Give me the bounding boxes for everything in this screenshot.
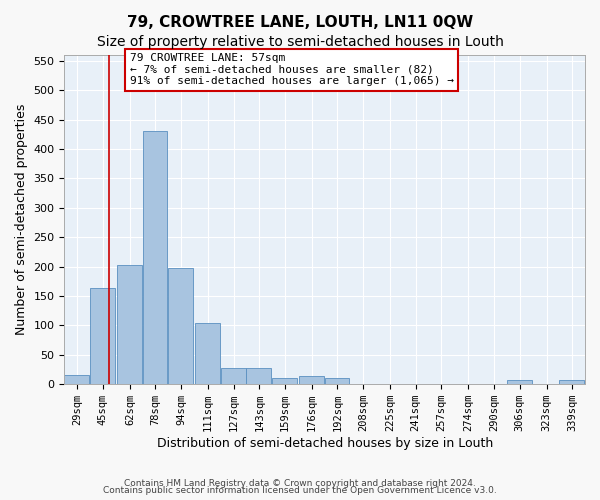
- Bar: [272, 378, 297, 384]
- Bar: [507, 380, 532, 384]
- Bar: [168, 268, 193, 384]
- Bar: [64, 375, 89, 384]
- Bar: [221, 368, 245, 384]
- Text: 79 CROWTREE LANE: 57sqm
← 7% of semi-detached houses are smaller (82)
91% of sem: 79 CROWTREE LANE: 57sqm ← 7% of semi-det…: [130, 53, 454, 86]
- Bar: [325, 378, 349, 384]
- Bar: [117, 265, 142, 384]
- Text: 79, CROWTREE LANE, LOUTH, LN11 0QW: 79, CROWTREE LANE, LOUTH, LN11 0QW: [127, 15, 473, 30]
- Bar: [143, 132, 167, 384]
- Bar: [196, 323, 220, 384]
- Y-axis label: Number of semi-detached properties: Number of semi-detached properties: [15, 104, 28, 336]
- Bar: [559, 380, 584, 384]
- Text: Contains HM Land Registry data © Crown copyright and database right 2024.: Contains HM Land Registry data © Crown c…: [124, 478, 476, 488]
- Text: Contains public sector information licensed under the Open Government Licence v3: Contains public sector information licen…: [103, 486, 497, 495]
- Bar: [90, 288, 115, 384]
- Bar: [299, 376, 324, 384]
- X-axis label: Distribution of semi-detached houses by size in Louth: Distribution of semi-detached houses by …: [157, 437, 493, 450]
- Text: Size of property relative to semi-detached houses in Louth: Size of property relative to semi-detach…: [97, 35, 503, 49]
- Bar: [247, 368, 271, 384]
